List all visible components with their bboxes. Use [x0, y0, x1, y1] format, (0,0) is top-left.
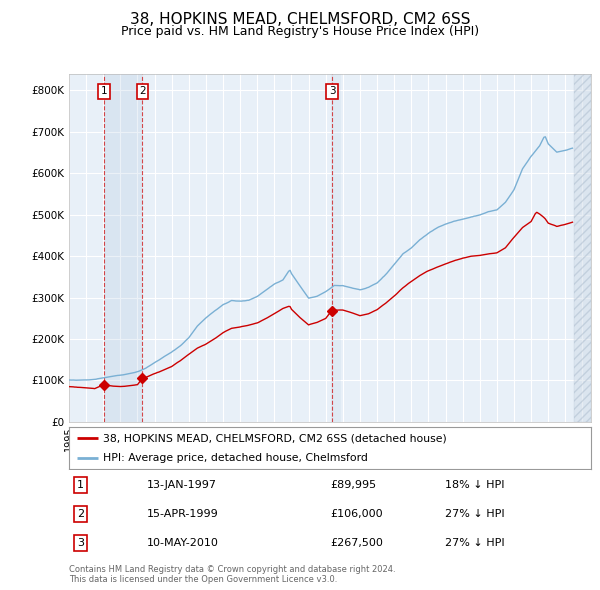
Text: 3: 3: [77, 537, 84, 548]
Text: £106,000: £106,000: [330, 509, 383, 519]
Text: £89,995: £89,995: [330, 480, 376, 490]
Text: Contains HM Land Registry data © Crown copyright and database right 2024.: Contains HM Land Registry data © Crown c…: [69, 565, 395, 574]
Text: 38, HOPKINS MEAD, CHELMSFORD, CM2 6SS: 38, HOPKINS MEAD, CHELMSFORD, CM2 6SS: [130, 12, 470, 27]
Text: 27% ↓ HPI: 27% ↓ HPI: [445, 537, 505, 548]
Text: Price paid vs. HM Land Registry's House Price Index (HPI): Price paid vs. HM Land Registry's House …: [121, 25, 479, 38]
Text: 38, HOPKINS MEAD, CHELMSFORD, CM2 6SS (detached house): 38, HOPKINS MEAD, CHELMSFORD, CM2 6SS (d…: [103, 433, 446, 443]
Text: 3: 3: [329, 86, 335, 96]
Text: 10-MAY-2010: 10-MAY-2010: [148, 537, 219, 548]
Text: HPI: Average price, detached house, Chelmsford: HPI: Average price, detached house, Chel…: [103, 453, 368, 463]
Text: 13-JAN-1997: 13-JAN-1997: [148, 480, 217, 490]
Text: 15-APR-1999: 15-APR-1999: [148, 509, 219, 519]
Bar: [104, 74, 142, 422]
Text: This data is licensed under the Open Government Licence v3.0.: This data is licensed under the Open Gov…: [69, 575, 337, 584]
Text: 2: 2: [139, 86, 146, 96]
Text: 18% ↓ HPI: 18% ↓ HPI: [445, 480, 505, 490]
Text: 2: 2: [77, 509, 84, 519]
Text: 1: 1: [101, 86, 107, 96]
Text: 1: 1: [77, 480, 84, 490]
Text: £267,500: £267,500: [330, 537, 383, 548]
Text: 27% ↓ HPI: 27% ↓ HPI: [445, 509, 505, 519]
Bar: [574, 74, 591, 422]
Bar: [331, 74, 341, 422]
